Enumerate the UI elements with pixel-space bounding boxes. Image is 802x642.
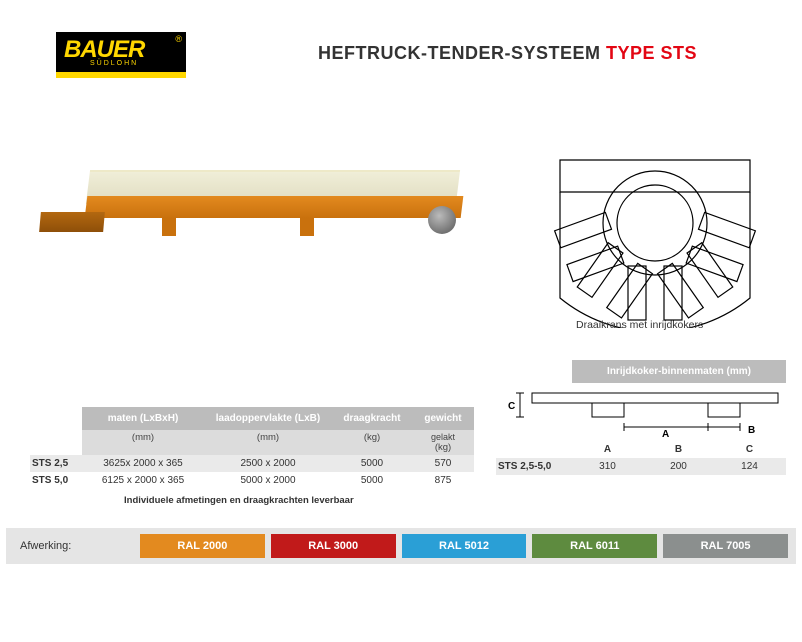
spec-unit-4: gelakt (kg) [412,430,474,455]
spec-th-weight: gewicht [412,407,474,430]
technical-drawing [540,148,770,328]
finish-label: Afwerking: [6,540,140,552]
swatch-row: RAL 2000 RAL 3000 RAL 5012 RAL 6011 RAL … [140,534,796,558]
spec-row-0: STS 2,5 3625x 2000 x 365 2500 x 2000 500… [30,455,474,472]
product-image [28,140,484,300]
title-main: HEFTRUCK-TENDER-SYSTEEM [318,43,601,63]
spec-unit-3: (kg) [332,430,412,455]
spec-row-1: STS 5,0 6125 x 2000 x 365 5000 x 2000 50… [30,472,474,489]
swatch-ral3000: RAL 3000 [271,534,396,558]
swatch-ral7005: RAL 7005 [663,534,788,558]
brand-logo: BAUER SÜDLOHN ® [56,32,186,87]
spec-th-surface: laadoppervlakte (LxB) [204,407,332,430]
logo-registered: ® [175,34,182,44]
dims-title: Inrijdkoker-binnenmaten (mm) [572,360,786,383]
spec-th-capacity: draagkracht [332,407,412,430]
swatch-ral2000: RAL 2000 [140,534,265,558]
spec-table: maten (LxBxH) laadoppervlakte (LxB) draa… [30,407,474,506]
dims-v-c: 124 [714,458,785,475]
dims-v-a: 310 [572,458,643,475]
dims-h-b: B [643,441,714,458]
dims-v-b: 200 [643,458,714,475]
svg-text:C: C [508,401,515,412]
spec-footnote: Individuele afmetingen en draagkrachten … [30,489,474,506]
dims-table: Inrijdkoker-binnenmaten (mm) [496,360,786,475]
dims-h-a: A [572,441,643,458]
spec-unit-2: (mm) [204,430,332,455]
dims-h-c: C [714,441,785,458]
finish-section: Afwerking: RAL 2000 RAL 3000 RAL 5012 RA… [6,528,796,564]
dims-row-label: STS 2,5-5,0 [496,458,572,475]
swatch-ral6011: RAL 6011 [532,534,657,558]
swatch-ral5012: RAL 5012 [402,534,527,558]
title-type: TYPE STS [606,43,697,63]
svg-text:B: B [748,425,755,436]
svg-text:A: A [662,429,669,440]
tech-drawing-caption: Draaikrans met inrijdkokers [576,319,703,331]
spec-unit-1: (mm) [82,430,204,455]
dims-diagram: C A B [496,383,786,441]
logo-sub: SÜDLOHN [90,60,138,67]
page-title: HEFTRUCK-TENDER-SYSTEEM TYPE STS [318,43,697,64]
spec-th-dims: maten (LxBxH) [82,407,204,430]
